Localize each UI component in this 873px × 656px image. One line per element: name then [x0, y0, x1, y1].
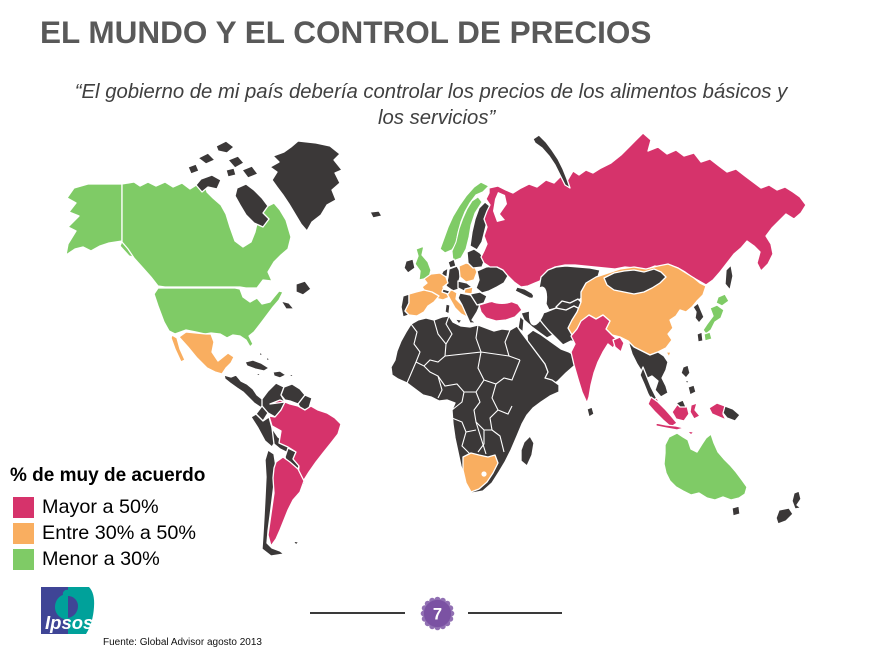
svg-text:7: 7 — [433, 606, 442, 624]
svg-text:Ipsos: Ipsos — [45, 612, 93, 633]
